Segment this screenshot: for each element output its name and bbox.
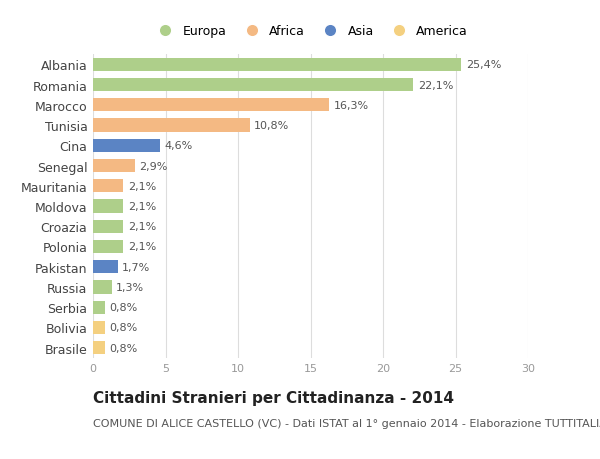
Bar: [93, 220, 124, 233]
Bar: [93, 99, 329, 112]
Bar: [93, 241, 124, 253]
Bar: [93, 140, 160, 152]
Bar: [93, 180, 124, 193]
Text: 0,8%: 0,8%: [109, 302, 137, 313]
Text: 1,7%: 1,7%: [122, 262, 150, 272]
Bar: [93, 200, 124, 213]
Text: 0,8%: 0,8%: [109, 343, 137, 353]
Text: 2,9%: 2,9%: [139, 161, 168, 171]
Bar: [93, 341, 104, 354]
Text: 2,1%: 2,1%: [128, 222, 156, 232]
Text: 0,8%: 0,8%: [109, 323, 137, 333]
Bar: [93, 321, 104, 334]
Text: 2,1%: 2,1%: [128, 181, 156, 191]
Text: 4,6%: 4,6%: [164, 141, 193, 151]
Text: 1,3%: 1,3%: [116, 282, 145, 292]
Text: 25,4%: 25,4%: [466, 60, 501, 70]
Bar: [93, 301, 104, 314]
Text: 2,1%: 2,1%: [128, 242, 156, 252]
Text: COMUNE DI ALICE CASTELLO (VC) - Dati ISTAT al 1° gennaio 2014 - Elaborazione TUT: COMUNE DI ALICE CASTELLO (VC) - Dati IST…: [93, 418, 600, 428]
Text: 10,8%: 10,8%: [254, 121, 289, 131]
Bar: [93, 281, 112, 294]
Bar: [93, 160, 135, 173]
Text: 22,1%: 22,1%: [418, 80, 453, 90]
Bar: [93, 261, 118, 274]
Text: Cittadini Stranieri per Cittadinanza - 2014: Cittadini Stranieri per Cittadinanza - 2…: [93, 390, 454, 405]
Text: 16,3%: 16,3%: [334, 101, 369, 111]
Legend: Europa, Africa, Asia, America: Europa, Africa, Asia, America: [148, 20, 473, 43]
Text: 2,1%: 2,1%: [128, 202, 156, 212]
Bar: [93, 79, 413, 92]
Bar: [93, 59, 461, 72]
Bar: [93, 119, 250, 132]
